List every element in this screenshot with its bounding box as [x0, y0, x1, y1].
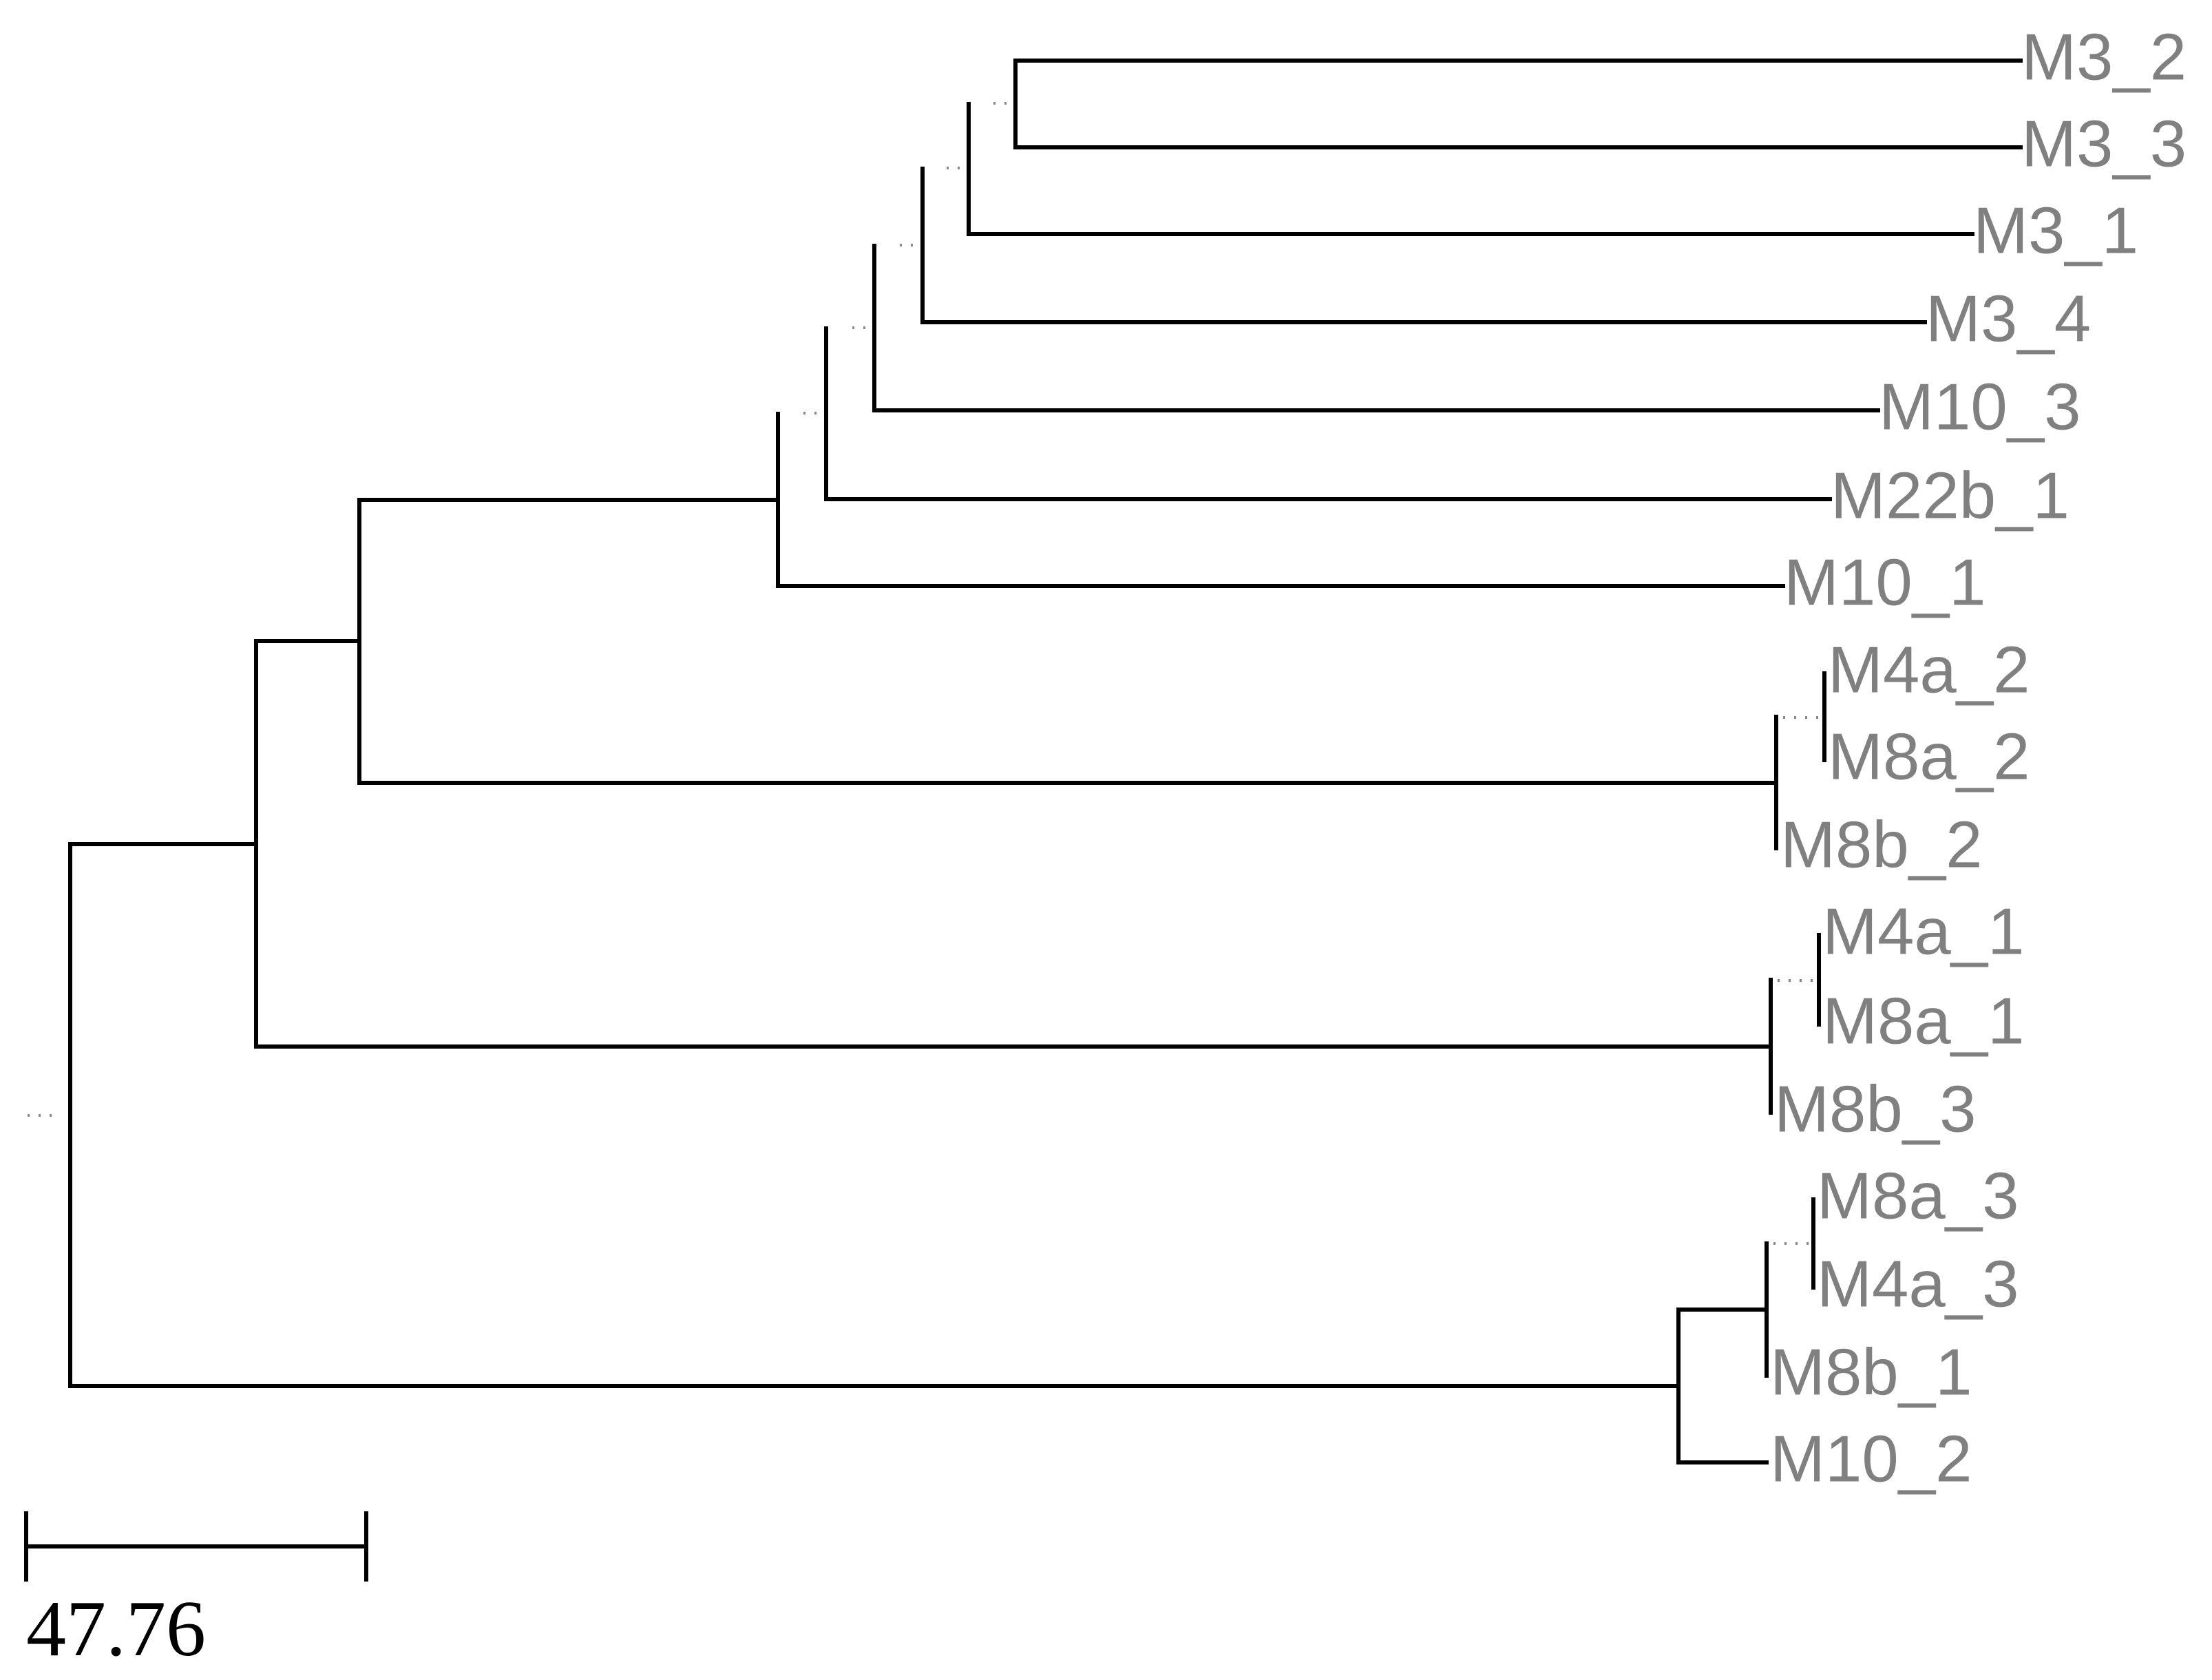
leaf-label: M3_1 — [1973, 193, 2138, 267]
leaf-label: M10_3 — [1879, 370, 2081, 443]
scale-bar-label: 47.76 — [26, 1585, 206, 1673]
leaf-label: M8b_1 — [1770, 1335, 1972, 1409]
dotted-connectors — [28, 102, 1822, 1245]
leaf-label: M4a_1 — [1822, 894, 2025, 968]
leaf-label: M10_2 — [1770, 1422, 1972, 1495]
leaf-labels: M3_2 M3_3 M3_1 M3_4 M10_3 M22b_1 M10_1 M… — [1770, 20, 2187, 1495]
leaf-label: M4a_2 — [1828, 633, 2030, 706]
leaf-label: M3_4 — [1926, 282, 2091, 355]
tree-branches — [68, 59, 2023, 1464]
leaf-label: M22b_1 — [1831, 459, 2069, 532]
leaf-label: M8a_1 — [1822, 984, 2025, 1058]
leaf-label: M8a_3 — [1817, 1159, 2019, 1232]
leaf-label: M10_1 — [1784, 545, 1986, 619]
leaf-label: M4a_3 — [1817, 1247, 2019, 1321]
scale-bar: 47.76 — [24, 1511, 368, 1673]
leaf-label: M8b_2 — [1780, 808, 1983, 881]
leaf-label: M3_2 — [2021, 20, 2187, 94]
leaf-label: M8b_3 — [1774, 1072, 1977, 1146]
leaf-label: M3_3 — [2021, 107, 2187, 180]
leaf-label: M8a_2 — [1828, 720, 2030, 793]
